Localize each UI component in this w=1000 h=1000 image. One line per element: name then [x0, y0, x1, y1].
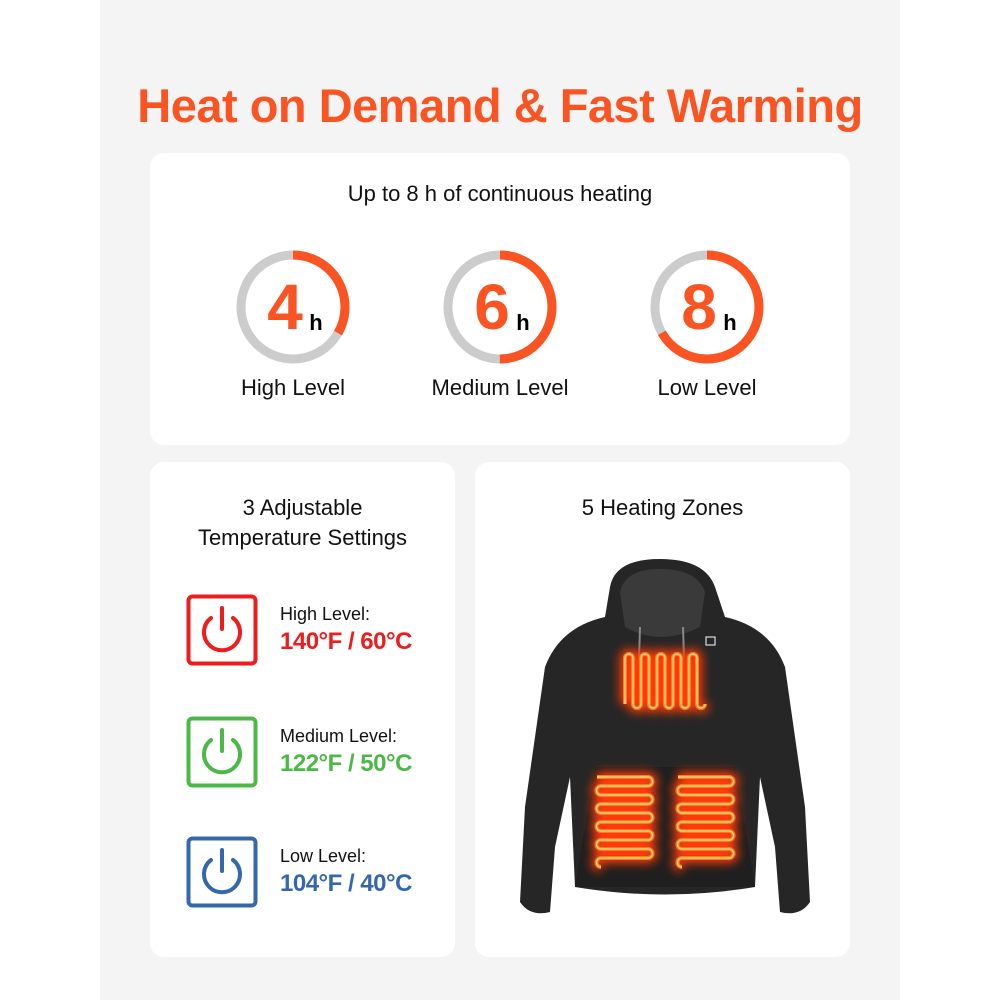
ring-value: 6	[474, 271, 510, 343]
temperature-settings-card: 3 Adjustable Temperature Settings High L…	[150, 462, 455, 957]
heating-zone-chest	[620, 649, 710, 713]
heating-zone-left-pocket	[591, 772, 658, 872]
runtime-heading: Up to 8 h of continuous heating	[347, 181, 653, 206]
runtime-card: Up to 8 h of continuous heating 4 h High…	[150, 153, 850, 445]
settings-heading-line1: 3 Adjustable	[242, 495, 363, 520]
heating-zones-card: 5 Heating Zones	[475, 462, 850, 957]
settings-heading-line2: Temperature Settings	[197, 525, 408, 550]
runtime-ring-6h: 6 h	[443, 250, 557, 364]
runtime-ring-8h: 8 h	[650, 250, 764, 364]
ring-unit: h	[516, 310, 529, 335]
setting-value: 140°F / 60°C	[280, 628, 412, 655]
setting-label: High Level:	[280, 604, 371, 624]
ring-unit: h	[309, 310, 322, 335]
hoodie-image	[520, 559, 810, 914]
ring-progress	[443, 250, 557, 364]
power-icon	[186, 594, 258, 666]
runtime-ring-4h: 4 h	[236, 250, 350, 364]
power-icon	[186, 716, 258, 788]
ring-unit: h	[723, 310, 736, 335]
page-title: Heat on Demand & Fast Warming	[137, 79, 863, 132]
ring-progress	[236, 250, 350, 364]
power-icon	[186, 836, 258, 908]
runtime-level-label: Low Level	[657, 375, 757, 400]
setting-value: 104°F / 40°C	[280, 870, 412, 897]
setting-value: 122°F / 50°C	[280, 750, 412, 777]
heating-zone-right-pocket	[672, 772, 739, 872]
setting-label: Low Level:	[280, 846, 367, 866]
runtime-level-label: High Level	[241, 375, 345, 400]
ring-value: 8	[681, 271, 717, 343]
zones-heading: 5 Heating Zones	[581, 495, 744, 520]
ring-progress	[650, 250, 764, 364]
runtime-level-label: Medium Level	[431, 375, 569, 400]
ring-value: 4	[267, 271, 303, 343]
setting-label: Medium Level:	[280, 726, 398, 746]
heating-zones	[591, 649, 739, 872]
